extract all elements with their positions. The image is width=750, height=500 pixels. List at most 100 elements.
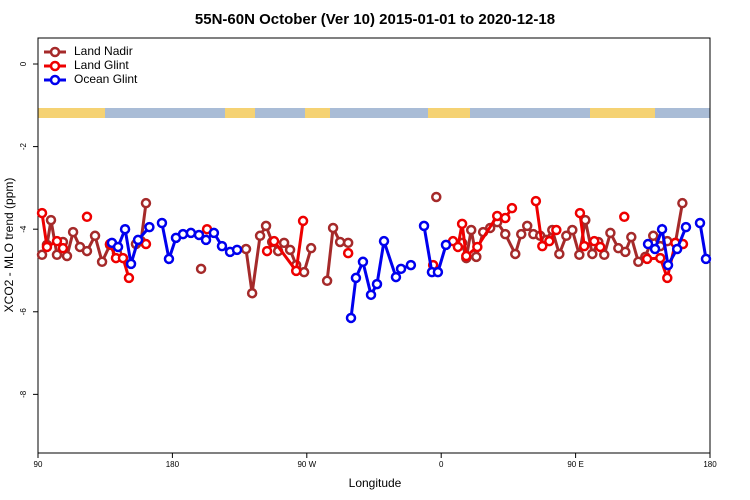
point (140, 197, 152, 209)
point (530, 195, 542, 207)
point (36, 249, 48, 261)
point (510, 248, 521, 260)
point (132, 234, 144, 246)
point (345, 312, 357, 324)
point (67, 226, 79, 238)
chart-title: 55N-60N October (Ver 10) 2015-01-01 to 2… (195, 11, 555, 28)
point (284, 244, 296, 256)
point (350, 272, 362, 284)
legend-label: Land Nadir (74, 44, 133, 58)
plot-frame (37, 37, 711, 454)
point (589, 235, 600, 247)
point (216, 240, 228, 252)
point (96, 256, 108, 268)
point (700, 253, 712, 265)
point (587, 248, 598, 260)
point (290, 265, 302, 277)
point (662, 259, 674, 271)
point (163, 253, 175, 265)
x-tick-label: 180 (166, 460, 180, 469)
point (656, 223, 668, 235)
point (125, 258, 137, 270)
point (378, 235, 390, 247)
ocean-patch (255, 108, 305, 118)
point (371, 278, 383, 290)
point (390, 271, 402, 283)
point (123, 272, 135, 284)
point (506, 202, 518, 214)
x-tick-label: 180 (703, 460, 717, 469)
point (641, 253, 653, 265)
point (440, 239, 452, 251)
point (140, 238, 152, 250)
point (240, 243, 252, 255)
point (61, 250, 73, 262)
ocean-patch (105, 108, 225, 118)
ocean-patch (655, 108, 710, 118)
point (619, 211, 630, 223)
point (579, 240, 590, 252)
point (81, 211, 93, 223)
point (231, 244, 243, 256)
point (432, 266, 444, 278)
point (278, 237, 290, 249)
point (327, 222, 339, 234)
point (112, 241, 124, 253)
y-tick-label: -4 (19, 225, 28, 233)
point (662, 272, 673, 284)
legend-label: Land Glint (74, 58, 129, 72)
point (626, 231, 637, 243)
point (544, 235, 555, 247)
point (177, 228, 189, 240)
point (405, 259, 417, 271)
y-tick-label: -8 (19, 390, 28, 398)
point (200, 234, 212, 246)
point (185, 227, 197, 239)
point (89, 230, 101, 242)
point (642, 238, 654, 250)
point (342, 237, 354, 249)
point (395, 263, 407, 275)
point (599, 249, 610, 261)
point (36, 207, 48, 219)
y-tick-label: 0 (19, 61, 28, 66)
point (461, 250, 472, 262)
point (208, 227, 220, 239)
point (680, 221, 692, 233)
legend-marker (49, 60, 61, 72)
point (648, 230, 659, 242)
legend-marker (49, 74, 61, 86)
point (551, 224, 562, 236)
x-axis-label: Longitude (349, 476, 402, 490)
point (515, 228, 527, 240)
point (305, 242, 317, 254)
point (655, 252, 666, 264)
point (261, 245, 273, 257)
legend-marker (49, 46, 61, 58)
point (260, 220, 272, 232)
point (694, 217, 706, 229)
point (491, 210, 503, 222)
point (144, 221, 155, 233)
point (51, 249, 63, 261)
point (156, 217, 168, 229)
point (357, 256, 369, 268)
ocean-patch (470, 108, 590, 118)
point (620, 246, 631, 258)
point (649, 243, 661, 255)
x-tick-label: 0 (439, 460, 444, 469)
point (677, 197, 688, 209)
point (298, 266, 310, 278)
point (119, 223, 131, 235)
point (41, 241, 53, 253)
y-tick-label: -2 (19, 143, 28, 151)
point (472, 241, 483, 253)
point (195, 263, 207, 275)
point (554, 248, 565, 260)
point (81, 245, 93, 257)
point (561, 230, 572, 242)
point (537, 240, 548, 252)
point (567, 224, 578, 236)
x-tick-label: 90 W (297, 460, 316, 469)
